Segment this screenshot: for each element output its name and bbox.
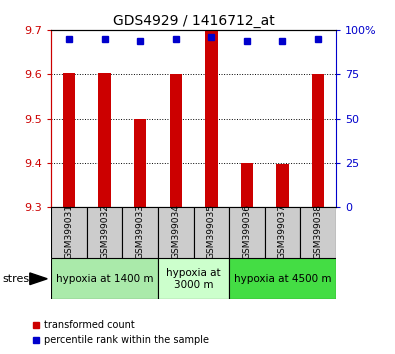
Text: GSM399032: GSM399032 bbox=[100, 204, 109, 259]
Bar bbox=[194, 207, 229, 258]
Bar bbox=[122, 207, 158, 258]
Bar bbox=[229, 207, 265, 258]
Bar bbox=[134, 120, 147, 207]
Bar bbox=[169, 74, 182, 207]
Bar bbox=[51, 258, 158, 299]
Bar bbox=[158, 258, 229, 299]
Bar bbox=[300, 207, 336, 258]
Bar bbox=[158, 207, 194, 258]
Bar bbox=[98, 73, 111, 207]
Bar bbox=[205, 32, 218, 207]
Bar bbox=[241, 163, 253, 207]
Bar bbox=[312, 74, 324, 207]
Polygon shape bbox=[30, 273, 47, 285]
Bar bbox=[87, 207, 122, 258]
Text: GSM399035: GSM399035 bbox=[207, 204, 216, 259]
Legend: transformed count, percentile rank within the sample: transformed count, percentile rank withi… bbox=[28, 316, 213, 349]
Text: GSM399034: GSM399034 bbox=[171, 204, 180, 259]
Text: stress: stress bbox=[2, 274, 35, 284]
Text: GSM399036: GSM399036 bbox=[243, 204, 251, 259]
Text: hypoxia at 1400 m: hypoxia at 1400 m bbox=[56, 274, 153, 284]
Bar bbox=[63, 73, 75, 207]
Text: hypoxia at
3000 m: hypoxia at 3000 m bbox=[166, 268, 221, 290]
Bar bbox=[229, 258, 336, 299]
Text: GSM399038: GSM399038 bbox=[314, 204, 322, 259]
Bar bbox=[265, 207, 300, 258]
Text: GSM399033: GSM399033 bbox=[136, 204, 145, 259]
Bar bbox=[276, 164, 289, 207]
Title: GDS4929 / 1416712_at: GDS4929 / 1416712_at bbox=[113, 14, 275, 28]
Text: GSM399031: GSM399031 bbox=[65, 204, 73, 259]
Text: hypoxia at 4500 m: hypoxia at 4500 m bbox=[234, 274, 331, 284]
Text: GSM399037: GSM399037 bbox=[278, 204, 287, 259]
Bar bbox=[51, 207, 87, 258]
